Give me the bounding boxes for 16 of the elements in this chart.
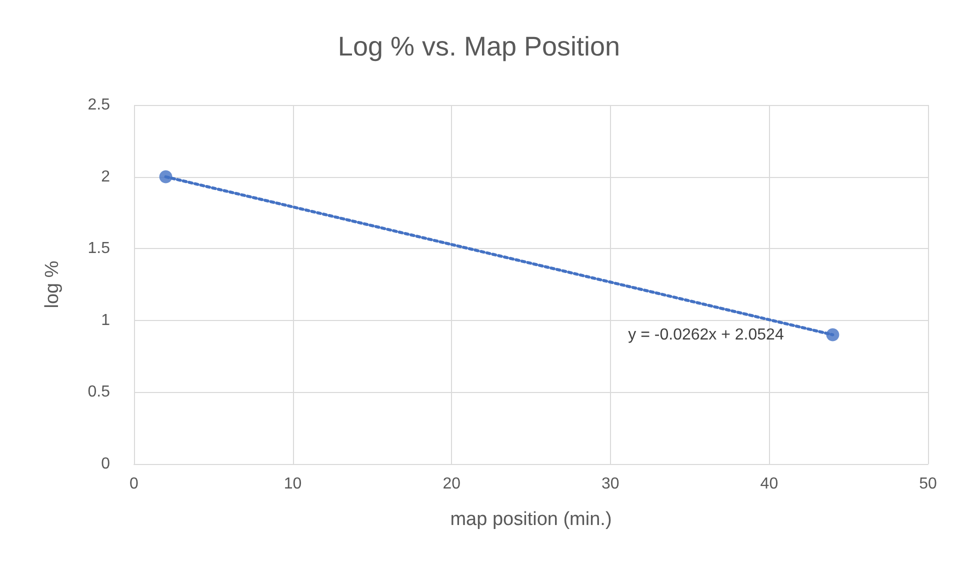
y-tick-label: 2	[101, 168, 110, 186]
y-tick-label: 2.5	[88, 96, 110, 114]
x-tick-label: 40	[760, 476, 778, 492]
y-tick-label: 0	[101, 456, 110, 472]
x-tick-label: 30	[602, 476, 620, 492]
annotation: y = -0.0262x + 2.0524	[628, 326, 784, 344]
x-tick-label: 10	[284, 476, 302, 492]
y-tick-label: 0.5	[88, 384, 110, 401]
x-axis-title: map position (min.)	[450, 509, 612, 530]
x-tick-label: 50	[919, 476, 937, 492]
chart-title: Log % vs. Map Position	[338, 32, 620, 62]
x-tick-label: 20	[442, 476, 461, 492]
y-axis-title: log %	[42, 260, 63, 308]
y-tick-label: 1.5	[88, 240, 110, 258]
y-tick-label: 1	[101, 312, 110, 329]
x-tick-label: 0	[130, 476, 139, 492]
